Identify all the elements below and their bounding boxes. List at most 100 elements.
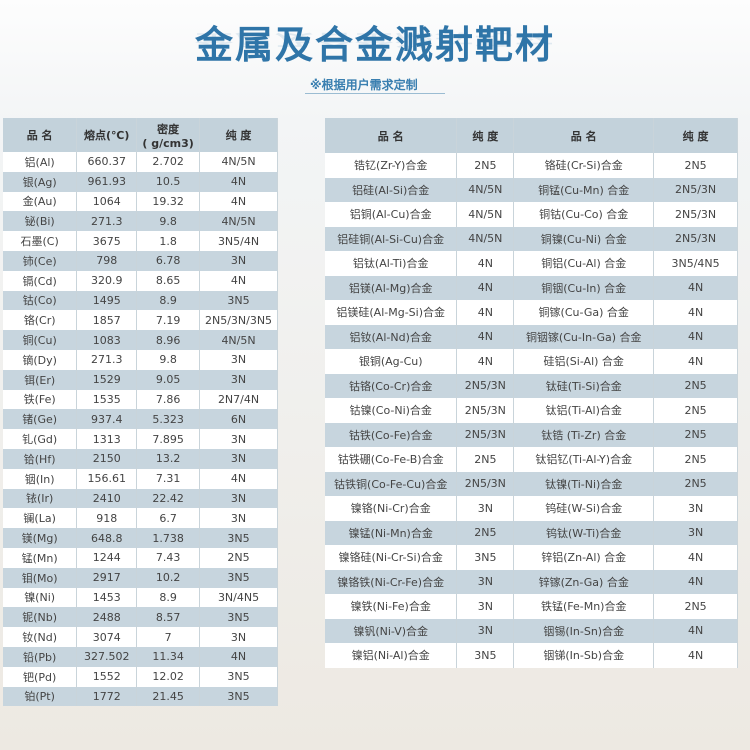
table-cell: 铜镍(Cu-Ni) 合金 xyxy=(513,226,655,251)
table-cell: 3N xyxy=(199,429,278,449)
table-row: 锰(Mn) 1244 7.43 2N5 xyxy=(3,547,278,568)
table-cell: 3N5 xyxy=(199,666,278,687)
table-row: 钴铁(Co-Fe)合金 2N5/3N 钛锆 (Ti-Zr) 合金 2N5 xyxy=(325,422,738,447)
table-cell: 3N xyxy=(456,496,515,521)
table-cell: 钛铝(Ti-Al)合金 xyxy=(513,398,655,423)
column-header: 纯 度 xyxy=(199,118,278,152)
column-header: 品 名 xyxy=(513,118,655,153)
table-cell: 156.61 xyxy=(76,468,138,489)
table-row: 钴铁硼(Co-Fe-B)合金 2N5 钛铝钇(Ti-Al-Y)合金 2N5 xyxy=(325,447,738,472)
table-cell: 6.78 xyxy=(136,250,201,271)
column-header: 熔点(℃) xyxy=(76,118,138,152)
table-cell: 铜铟(Cu-In) 合金 xyxy=(513,275,655,300)
table-row: 钕(Nd) 3074 7 3N xyxy=(3,627,278,647)
table-cell: 660.37 xyxy=(76,152,138,172)
table-cell: 2.702 xyxy=(136,152,201,172)
table-cell: 2N5 xyxy=(653,447,738,472)
table-cell: 铋(Bi) xyxy=(3,211,78,232)
table-cell: 4N xyxy=(456,300,515,325)
table-cell: 锌铝(Zn-Al) 合金 xyxy=(513,545,655,570)
table-cell: 2N5 xyxy=(653,153,738,178)
table-cell: 3N5/4N xyxy=(199,231,278,251)
table-cell: 铈(Ce) xyxy=(3,250,78,271)
table-row: 铌(Nb) 2488 8.57 3N5 xyxy=(3,607,278,628)
table-cell: 铝硅(Al-Si)合金 xyxy=(325,177,458,202)
table-cell: 3N xyxy=(456,569,515,594)
table-cell: 镧(La) xyxy=(3,508,78,529)
table-cell: 271.3 xyxy=(76,211,138,232)
table-row: 银(Ag) 961.93 10.5 4N xyxy=(3,171,278,192)
table-cell: 4N xyxy=(653,349,738,374)
table-cell: 铟锡(In-Sn)合金 xyxy=(513,618,655,643)
table-cell: 3074 xyxy=(76,627,138,647)
table-cell: 锗(Ge) xyxy=(3,409,78,430)
table-row: 钴铬(Co-Cr)合金 2N5/3N 钛硅(Ti-Si)合金 2N5 xyxy=(325,373,738,398)
table-cell: 7.19 xyxy=(136,310,201,331)
table-cell: 918 xyxy=(76,508,138,529)
table-cell: 271.3 xyxy=(76,349,138,370)
table-row: 镍铁(Ni-Fe)合金 3N 铁锰(Fe-Mn)合金 2N5 xyxy=(325,594,738,619)
table-cell: 4N xyxy=(456,275,515,300)
column-header: 纯 度 xyxy=(456,118,515,153)
table-cell: 铝(Al) xyxy=(3,152,78,172)
table-cell: 铜锰(Cu-Mn) 合金 xyxy=(513,177,655,202)
table-cell: 2N5/3N xyxy=(456,398,515,423)
table-cell: 4N xyxy=(456,324,515,349)
table-cell: 1772 xyxy=(76,686,138,707)
table-cell: 3N5 xyxy=(199,290,278,311)
table-cell: 锰(Mn) xyxy=(3,547,78,568)
table-row: 镁(Mg) 648.8 1.738 3N5 xyxy=(3,528,278,548)
table-row: 铝(Al) 660.37 2.702 4N/5N xyxy=(3,152,278,172)
table-cell: 22.42 xyxy=(136,488,201,509)
table-cell: 3N5 xyxy=(199,567,278,588)
table-cell: 4N xyxy=(653,569,738,594)
table-cell: 2N5/3N/3N5 xyxy=(199,310,278,331)
table-cell: 铜钴(Cu-Co) 合金 xyxy=(513,202,655,227)
table-cell: 21.45 xyxy=(136,686,201,707)
table-cell: 3675 xyxy=(76,231,138,251)
table-cell: 3N5 xyxy=(456,545,515,570)
table-cell: 7.31 xyxy=(136,468,201,489)
table-cell: 镍铬(Ni-Cr)合金 xyxy=(325,496,458,521)
table-cell: 4N xyxy=(653,618,738,643)
table-cell: 2N5/3N xyxy=(456,471,515,496)
table-row: 钴(Co) 1495 8.9 3N5 xyxy=(3,290,278,311)
table-cell: 7.895 xyxy=(136,429,201,449)
table-cell: 11.34 xyxy=(136,646,201,667)
table-row: 锆钇(Zr-Y)合金 2N5 铬硅(Cr-Si)合金 2N5 xyxy=(325,153,738,178)
table-cell: 3N xyxy=(653,496,738,521)
table-row: 镍铬铁(Ni-Cr-Fe)合金 3N 锌镓(Zn-Ga) 合金 4N xyxy=(325,569,738,594)
header-row: 品 名纯 度品 名纯 度 xyxy=(325,118,738,153)
table-cell: 镍铬硅(Ni-Cr-Si)合金 xyxy=(325,545,458,570)
table-cell: 1.8 xyxy=(136,231,201,251)
table-cell: 8.65 xyxy=(136,270,201,291)
table-cell: 4N xyxy=(199,171,278,192)
table-cell: 4N/5N xyxy=(199,330,278,350)
table-cell: 铝镁硅(Al-Mg-Si)合金 xyxy=(325,300,458,325)
table-cell: 镍(Ni) xyxy=(3,587,78,608)
table-cell: 4N/5N xyxy=(456,226,515,251)
table-cell: 8.9 xyxy=(136,587,201,608)
table-cell: 7 xyxy=(136,627,201,647)
table-cell: 镍钒(Ni-V)合金 xyxy=(325,618,458,643)
table-cell: 钛锆 (Ti-Zr) 合金 xyxy=(513,422,655,447)
table-row: 镍锰(Ni-Mn)合金 2N5 钨钛(W-Ti)合金 3N xyxy=(325,520,738,545)
table-row: 铜(Cu) 1083 8.96 4N/5N xyxy=(3,330,278,350)
table-cell: 2150 xyxy=(76,448,138,469)
table-cell: 2N5/3N xyxy=(456,373,515,398)
table-cell: 4N/5N xyxy=(199,152,278,172)
table-row: 铂(Pt) 1772 21.45 3N5 xyxy=(3,686,278,707)
table-cell: 3N5 xyxy=(199,686,278,707)
table-row: 石墨(C) 3675 1.8 3N5/4N xyxy=(3,231,278,251)
table-cell: 4N xyxy=(199,646,278,667)
table-cell: 银铜(Ag-Cu) xyxy=(325,349,458,374)
table-cell: 2N5/3N xyxy=(456,422,515,447)
table-cell: 7.86 xyxy=(136,389,201,410)
table-cell: 10.2 xyxy=(136,567,201,588)
table-cell: 钨硅(W-Si)合金 xyxy=(513,496,655,521)
table-cell: 2N5 xyxy=(456,447,515,472)
table-row: 铝铜(Al-Cu)合金 4N/5N 铜钴(Cu-Co) 合金 2N5/3N xyxy=(325,202,738,227)
table-cell: 9.8 xyxy=(136,211,201,232)
table-cell: 2N5 xyxy=(456,153,515,178)
table-cell: 3N xyxy=(199,448,278,469)
